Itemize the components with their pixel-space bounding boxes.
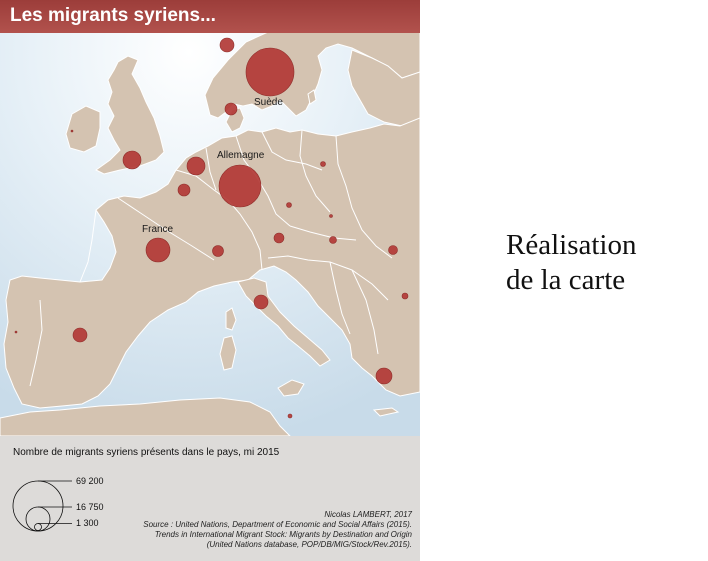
- symbol-germany: [218, 164, 262, 208]
- symbol-malta: [287, 413, 293, 419]
- symbol-czechia: [286, 202, 292, 208]
- symbol-italy: [253, 294, 269, 310]
- label-allemagne: Allemagne: [217, 150, 265, 161]
- legend-value-small: 1 300: [76, 518, 99, 528]
- symbol-sweden: [245, 47, 295, 97]
- map-title: Les migrants syriens...: [10, 5, 216, 26]
- side-caption-line-2: de la carte: [506, 264, 626, 296]
- symbol-norway: [219, 37, 235, 53]
- land-sardinia: [219, 335, 237, 371]
- symbol-spain: [72, 327, 88, 343]
- symbol-bulgaria: [401, 292, 409, 300]
- title-bar: Les migrants syriens...: [0, 0, 420, 33]
- symbol-romania: [388, 245, 398, 255]
- map-panel: Les migrants syriens... Suède Allemagne …: [0, 0, 420, 561]
- symbol-switzerland: [212, 245, 224, 257]
- symbol-portugal: [14, 330, 18, 334]
- label-france: France: [142, 224, 174, 235]
- credit-author: Nicolas LAMBERT, 2017: [324, 510, 412, 519]
- legend-symbols: [12, 480, 72, 532]
- side-caption-line-1: Réalisation: [506, 229, 637, 261]
- symbol-denmark: [224, 102, 238, 116]
- symbol-ireland: [70, 129, 74, 133]
- credits: Nicolas LAMBERT, 2017 Source : United Na…: [102, 510, 412, 550]
- land-gotland: [307, 89, 317, 105]
- label-suede: Suède: [254, 97, 283, 108]
- country-borders: [29, 129, 393, 387]
- europe-map: [0, 0, 420, 436]
- symbol-france: [145, 237, 171, 263]
- land-ireland: [65, 105, 101, 153]
- symbol-belgium: [177, 183, 191, 197]
- symbol-united-kingdom: [122, 150, 142, 170]
- credit-source-1: Source : United Nations, Department of E…: [143, 520, 412, 529]
- land-sicily: [277, 379, 305, 397]
- symbol-netherlands: [186, 156, 206, 176]
- legend-circle-medium: [25, 506, 51, 532]
- legend-circle-small: [34, 523, 42, 531]
- legend-value-large: 69 200: [76, 476, 104, 486]
- symbol-greece: [375, 367, 393, 385]
- symbol-hungary: [329, 236, 337, 244]
- credit-source-3: (United Nations database, POP/DB/MIG/Sto…: [206, 540, 412, 549]
- legend-title: Nombre de migrants syriens présents dans…: [13, 447, 280, 458]
- legend-value-medium: 16 750: [76, 502, 104, 512]
- symbol-poland: [320, 161, 326, 167]
- land-north-africa: [0, 397, 291, 436]
- land-continent: [3, 117, 420, 409]
- land-corsica: [225, 307, 237, 331]
- land-great-britain: [95, 55, 165, 175]
- proportional-symbols: [14, 13, 409, 419]
- legend-box: Nombre de migrants syriens présents dans…: [0, 436, 420, 561]
- side-caption: Réalisation de la carte: [506, 228, 636, 298]
- land-crete: [372, 407, 400, 417]
- symbol-slovakia: [329, 214, 333, 218]
- credit-source-2: Trends in International Migrant Stock: M…: [154, 530, 412, 539]
- symbol-austria: [273, 232, 285, 244]
